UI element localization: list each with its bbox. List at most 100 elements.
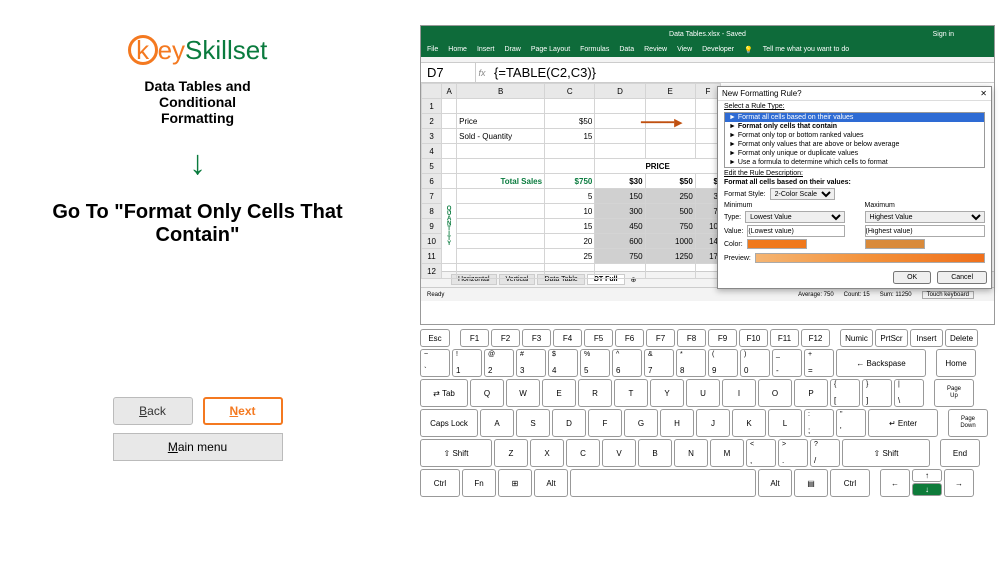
key-r[interactable]: R (578, 379, 612, 407)
name-box[interactable]: D7 (421, 63, 476, 82)
key-k[interactable]: K (732, 409, 766, 437)
ribbon-tab[interactable]: Draw (504, 46, 520, 53)
max-color-picker[interactable] (865, 239, 925, 249)
key-h[interactable]: H (660, 409, 694, 437)
key-a[interactable]: A (480, 409, 514, 437)
key-1[interactable]: !1 (452, 349, 482, 377)
key-f8[interactable]: F8 (677, 329, 706, 347)
rule-type-item[interactable]: ► Format all cells based on their values (725, 113, 984, 122)
key-prtscr[interactable]: PrtScr (875, 329, 908, 347)
key-space[interactable] (570, 469, 756, 497)
key-end[interactable]: End (940, 439, 980, 467)
ribbon-tab[interactable]: File (427, 46, 438, 53)
key-u[interactable]: U (686, 379, 720, 407)
key-f6[interactable]: F6 (615, 329, 644, 347)
key-6[interactable]: ^6 (612, 349, 642, 377)
key-f1[interactable]: F1 (460, 329, 489, 347)
key-=[interactable]: += (804, 349, 834, 377)
key-z[interactable]: Z (494, 439, 528, 467)
key-i[interactable]: I (722, 379, 756, 407)
key-shift-left[interactable]: ⇧ Shift (420, 439, 492, 467)
key-pagedown[interactable]: PageDown (948, 409, 988, 437)
key-esc[interactable]: Esc (420, 329, 450, 347)
key-w[interactable]: W (506, 379, 540, 407)
key-t[interactable]: T (614, 379, 648, 407)
key-f10[interactable]: F10 (739, 329, 768, 347)
key-7[interactable]: &7 (644, 349, 674, 377)
back-button[interactable]: Back (113, 397, 193, 425)
key-c[interactable]: C (566, 439, 600, 467)
key-q[interactable]: Q (470, 379, 504, 407)
ok-button[interactable]: OK (893, 271, 931, 284)
key-p[interactable]: P (794, 379, 828, 407)
key-enter[interactable]: ↵ Enter (868, 409, 938, 437)
key-up[interactable]: ↑ (912, 469, 942, 482)
cancel-button[interactable]: Cancel (937, 271, 987, 284)
ribbon-tab[interactable]: Data (619, 46, 634, 53)
key-4[interactable]: $4 (548, 349, 578, 377)
key-f[interactable]: F (588, 409, 622, 437)
key-down[interactable]: ↓ (912, 483, 942, 496)
tell-me[interactable]: Tell me what you want to do (763, 46, 849, 53)
key-fn[interactable]: Fn (462, 469, 496, 497)
close-icon[interactable]: ✕ (980, 89, 987, 98)
key-d[interactable]: D (552, 409, 586, 437)
key-e[interactable]: E (542, 379, 576, 407)
formula-bar[interactable]: {=TABLE(C2,C3)} (488, 65, 994, 80)
key-menu[interactable]: ▤ (794, 469, 828, 497)
rule-type-item[interactable]: ► Format only cells that contain (725, 122, 984, 131)
key-alt-left[interactable]: Alt (534, 469, 568, 497)
ribbon-tab[interactable]: Home (448, 46, 467, 53)
key-3[interactable]: #3 (516, 349, 546, 377)
min-value-input[interactable] (747, 225, 844, 237)
key-2[interactable]: @2 (484, 349, 514, 377)
key-bracket[interactable]: }] (862, 379, 892, 407)
key-f9[interactable]: F9 (708, 329, 737, 347)
format-style-select[interactable]: 2-Color Scale (770, 188, 835, 200)
key-g[interactable]: G (624, 409, 658, 437)
key-f7[interactable]: F7 (646, 329, 675, 347)
key-punct[interactable]: "' (836, 409, 866, 437)
key-shift-right[interactable]: ⇧ Shift (842, 439, 930, 467)
ribbon-tab[interactable]: Insert (477, 46, 495, 53)
ribbon-tab[interactable]: Developer (702, 46, 734, 53)
key-f4[interactable]: F4 (553, 329, 582, 347)
key-tab[interactable]: ⇄ Tab (420, 379, 468, 407)
ribbon-tab[interactable]: Formulas (580, 46, 609, 53)
key-m[interactable]: M (710, 439, 744, 467)
rule-type-item[interactable]: ► Use a formula to determine which cells… (725, 158, 984, 167)
key-n[interactable]: N (674, 439, 708, 467)
key-b[interactable]: B (638, 439, 672, 467)
key-punct[interactable]: :; (804, 409, 834, 437)
key-f2[interactable]: F2 (491, 329, 520, 347)
key-right[interactable]: → (944, 469, 974, 497)
key-bracket[interactable]: |\ (894, 379, 924, 407)
key-home[interactable]: Home (936, 349, 976, 377)
key-alt-right[interactable]: Alt (758, 469, 792, 497)
min-color-picker[interactable] (747, 239, 807, 249)
key-bracket[interactable]: {[ (830, 379, 860, 407)
key-win[interactable]: ⊞ (498, 469, 532, 497)
key-ctrl-left[interactable]: Ctrl (420, 469, 460, 497)
key-`[interactable]: ~` (420, 349, 450, 377)
fx-icon[interactable]: fx (476, 68, 488, 78)
rule-type-item[interactable]: ► Format only unique or duplicate values (725, 149, 984, 158)
rule-type-item[interactable]: ► Format only top or bottom ranked value… (725, 131, 984, 140)
rule-type-list[interactable]: ► Format all cells based on their values… (724, 112, 985, 168)
key-5[interactable]: %5 (580, 349, 610, 377)
ribbon-tab[interactable]: Page Layout (531, 46, 570, 53)
key-x[interactable]: X (530, 439, 564, 467)
key--[interactable]: _- (772, 349, 802, 377)
key-punct[interactable]: >. (778, 439, 808, 467)
max-value-input[interactable] (865, 225, 986, 237)
key-backspace[interactable]: ← Backspase (836, 349, 926, 377)
main-menu-button[interactable]: Main menu (113, 433, 283, 461)
key-numic[interactable]: Numic (840, 329, 873, 347)
key-s[interactable]: S (516, 409, 550, 437)
key-8[interactable]: *8 (676, 349, 706, 377)
key-punct[interactable]: <, (746, 439, 776, 467)
key-punct[interactable]: ?/ (810, 439, 840, 467)
key-f5[interactable]: F5 (584, 329, 613, 347)
key-f3[interactable]: F3 (522, 329, 551, 347)
key-left[interactable]: ← (880, 469, 910, 497)
